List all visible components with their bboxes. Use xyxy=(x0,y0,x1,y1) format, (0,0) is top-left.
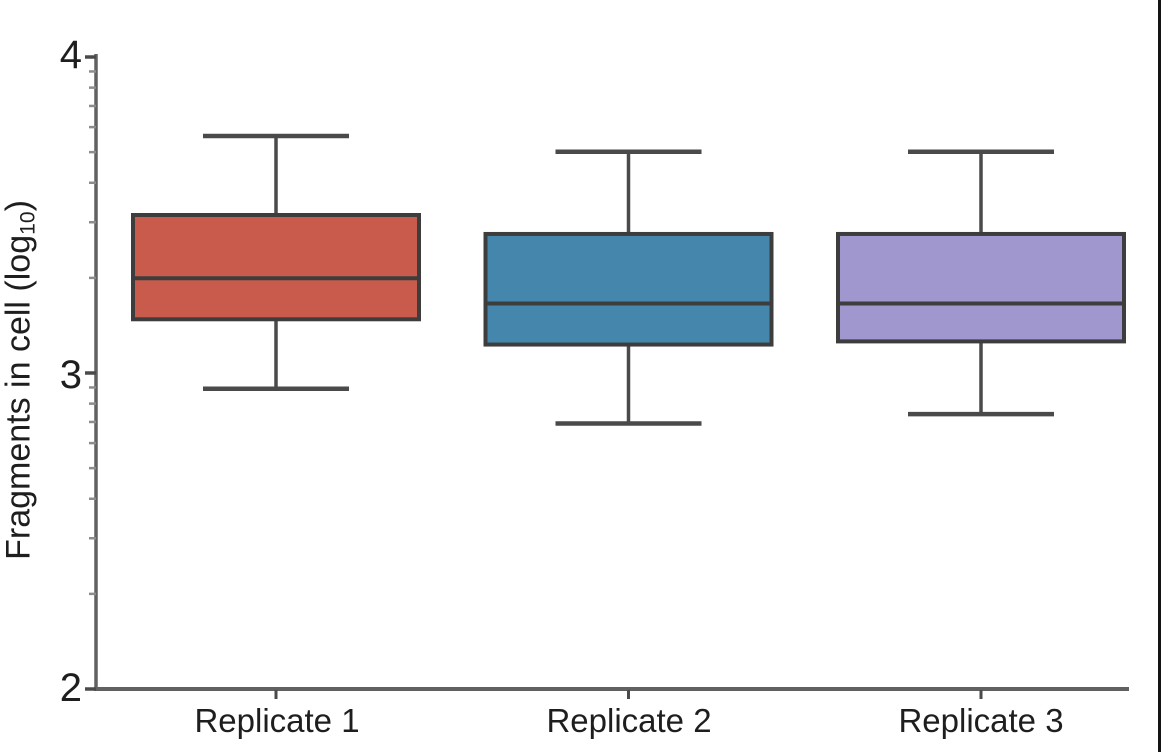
y-tick-label-4: 4 xyxy=(59,33,82,77)
y-tick-label-3: 3 xyxy=(59,353,82,397)
screenshot-right-border xyxy=(1158,0,1161,752)
x-category-label-replicate-3: Replicate 3 xyxy=(898,702,1064,739)
y-axis-title-close: ) xyxy=(0,200,38,212)
x-category-label-replicate-1: Replicate 1 xyxy=(194,702,360,739)
x-category-label-replicate-2: Replicate 2 xyxy=(546,702,712,739)
y-tick-label-2: 2 xyxy=(59,666,82,710)
y-axis-title-subscript: 10 xyxy=(16,211,40,235)
y-axis-title-text: Fragments in cell (log xyxy=(0,234,38,560)
